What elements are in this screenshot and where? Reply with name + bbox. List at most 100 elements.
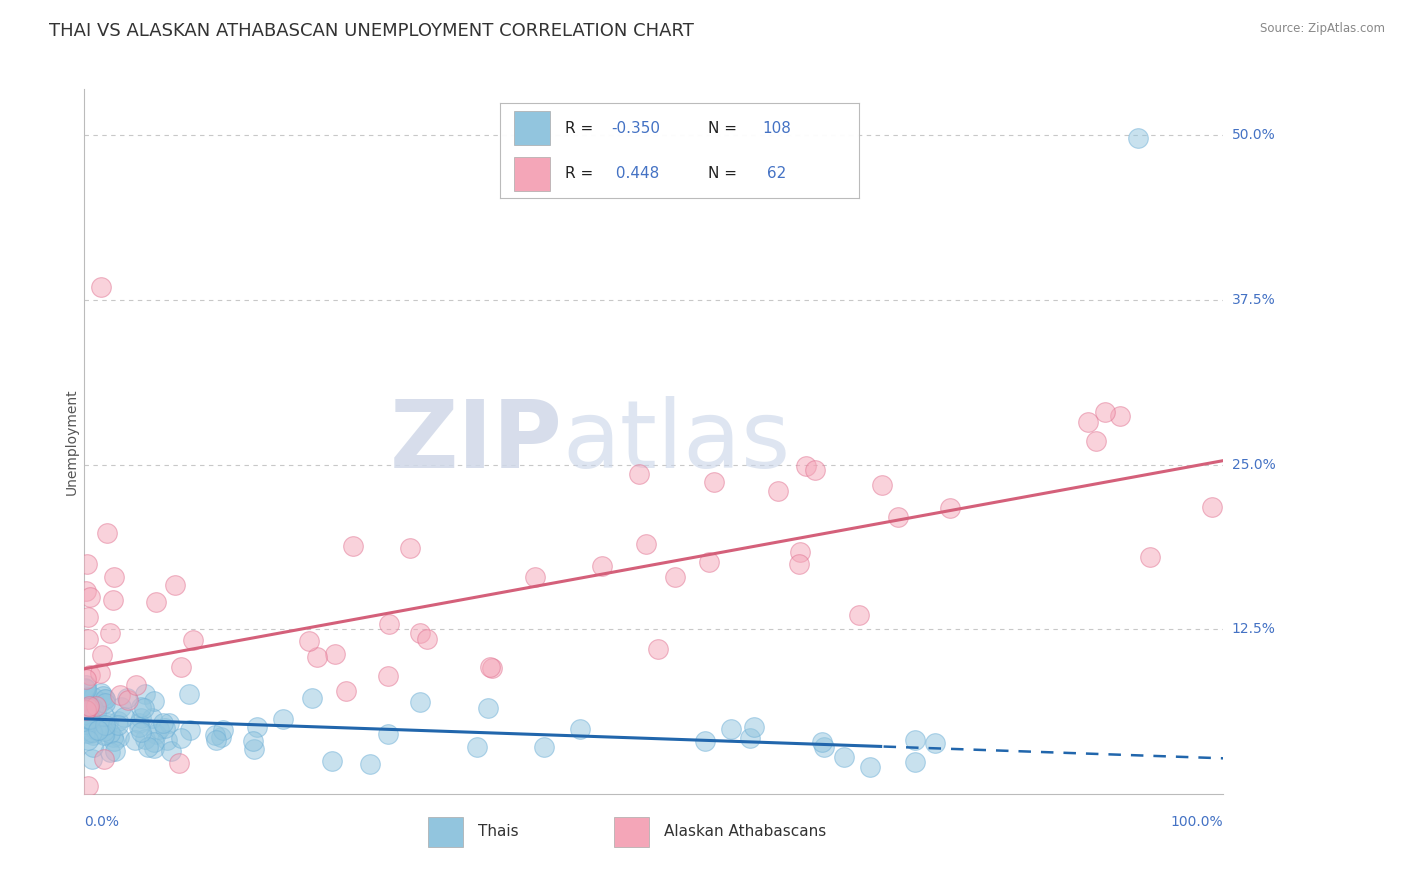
Point (97, 715, 120, 730)
Point (804, 463, 827, 477)
Point (524, 570, 547, 584)
Point (870, 477, 893, 491)
Point (212, 723, 235, 737)
Point (90, 686, 112, 700)
Point (377, 727, 399, 741)
Point (157, 716, 180, 731)
Point (82, 701, 104, 715)
Point (86, 706, 108, 720)
Point (93, 708, 115, 723)
Point (77, 700, 100, 714)
Point (153, 721, 176, 735)
Point (742, 720, 765, 734)
Point (416, 632, 439, 646)
Point (90, 695, 112, 709)
Point (100, 745, 122, 759)
Point (399, 541, 422, 555)
Point (1201, 500, 1223, 514)
Point (128, 716, 150, 731)
Point (100, 625, 122, 640)
Point (79, 712, 101, 726)
Point (720, 722, 742, 736)
Point (82, 724, 104, 739)
Point (84, 723, 107, 737)
Point (94, 718, 117, 732)
Point (76, 706, 98, 721)
Point (813, 739, 835, 754)
Point (181, 633, 204, 648)
Point (129, 710, 152, 724)
Point (80, 752, 103, 766)
Text: 37.5%: 37.5% (1232, 293, 1275, 307)
Point (886, 509, 908, 524)
Point (377, 669, 399, 683)
Point (924, 736, 946, 750)
Point (1108, 409, 1130, 423)
Point (163, 578, 186, 592)
Point (301, 690, 323, 705)
Text: THAI VS ALASKAN ATHABASCAN UNEMPLOYMENT CORRELATION CHART: THAI VS ALASKAN ATHABASCAN UNEMPLOYMENT … (49, 22, 695, 40)
Point (321, 754, 343, 768)
Point (131, 700, 153, 714)
Point (242, 734, 264, 748)
Point (79, 715, 101, 730)
Point (96, 526, 118, 541)
Point (77, 733, 100, 747)
Point (112, 710, 135, 724)
Point (904, 732, 927, 747)
Point (170, 731, 193, 745)
Point (766, 484, 789, 499)
Point (832, 749, 855, 764)
Point (79, 726, 101, 740)
Point (271, 712, 294, 726)
Point (205, 732, 228, 747)
Point (75, 719, 97, 733)
Point (94, 692, 117, 706)
Point (131, 725, 153, 739)
Point (145, 595, 167, 609)
Point (145, 727, 167, 741)
Text: 0.0%: 0.0% (84, 815, 120, 829)
Point (75, 678, 97, 692)
Point (142, 741, 165, 756)
Point (93, 720, 115, 734)
Point (75, 705, 97, 719)
Point (93, 726, 115, 740)
Point (108, 688, 131, 702)
Text: ZIP: ZIP (389, 395, 562, 488)
Point (787, 558, 810, 572)
Point (307, 650, 329, 665)
Point (796, 458, 818, 473)
Point (84, 698, 107, 713)
Point (938, 501, 960, 516)
Point (75, 705, 97, 719)
Point (143, 735, 166, 749)
Point (209, 730, 232, 744)
Point (93, 696, 115, 710)
Point (75, 703, 97, 717)
Point (811, 735, 834, 749)
Point (93, 724, 115, 739)
Point (107, 718, 129, 732)
Point (93, 692, 115, 706)
Point (77, 710, 100, 724)
Point (76, 690, 98, 704)
Point (179, 687, 201, 701)
Point (342, 539, 364, 553)
Point (152, 715, 174, 730)
Point (76, 632, 98, 646)
Point (1084, 434, 1107, 449)
Point (156, 732, 179, 747)
Point (204, 728, 226, 742)
Point (91, 648, 114, 662)
Point (740, 731, 762, 745)
Point (378, 616, 401, 631)
Point (143, 694, 166, 708)
Point (103, 730, 125, 744)
Point (76, 711, 98, 725)
Point (167, 756, 190, 771)
Point (82, 728, 104, 742)
Point (90, 717, 112, 731)
Point (104, 744, 127, 758)
Point (101, 593, 124, 607)
